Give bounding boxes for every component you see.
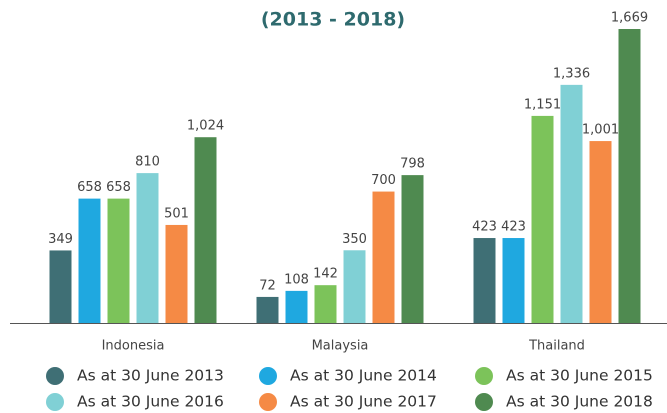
legend-label: As at 30 June 2013 xyxy=(77,367,224,385)
data-label: 810 xyxy=(135,155,160,170)
bar xyxy=(560,84,583,324)
data-label: 501 xyxy=(164,206,189,221)
legend-swatch xyxy=(259,393,277,411)
data-label: 658 xyxy=(106,180,131,195)
bar xyxy=(136,173,159,323)
bar xyxy=(531,115,554,323)
data-label: 1,024 xyxy=(187,119,224,134)
data-label: 1,669 xyxy=(611,11,648,26)
data-label: 1,336 xyxy=(553,66,590,81)
data-label: 108 xyxy=(284,272,309,287)
x-tick-label: Thailand xyxy=(528,339,585,354)
bar xyxy=(107,198,130,323)
bar xyxy=(343,250,366,323)
data-label: 72 xyxy=(259,278,276,293)
bar xyxy=(401,175,424,323)
data-label: 423 xyxy=(472,220,497,235)
data-label: 350 xyxy=(342,232,367,247)
legend-label: As at 30 June 2018 xyxy=(506,393,653,411)
legend-swatch xyxy=(46,367,64,385)
bar xyxy=(372,191,395,323)
legend-swatch xyxy=(46,393,64,411)
chart-title: (2013 - 2018) xyxy=(261,9,405,31)
data-label: 142 xyxy=(313,267,338,282)
bar xyxy=(165,224,188,323)
x-tick-label: Indonesia xyxy=(102,339,165,354)
bar xyxy=(589,141,612,323)
data-label: 1,151 xyxy=(524,97,561,112)
legend-label: As at 30 June 2017 xyxy=(290,393,437,411)
bar xyxy=(78,198,101,323)
bar xyxy=(194,137,217,323)
data-label: 349 xyxy=(48,232,73,247)
bar xyxy=(473,238,496,323)
legend-label: As at 30 June 2015 xyxy=(506,367,653,385)
legend-swatch xyxy=(259,367,277,385)
legend-swatch xyxy=(475,393,493,411)
data-label: 423 xyxy=(501,220,526,235)
bar xyxy=(618,29,641,323)
legend-label: As at 30 June 2016 xyxy=(77,393,224,411)
data-label: 798 xyxy=(400,157,425,172)
bar xyxy=(49,250,72,323)
legend-label: As at 30 June 2014 xyxy=(290,367,437,385)
data-label: 1,001 xyxy=(582,123,619,138)
bar xyxy=(502,238,525,323)
data-label: 658 xyxy=(77,180,102,195)
bar xyxy=(314,285,337,323)
x-tick-label: Malaysia xyxy=(312,339,369,354)
data-label: 700 xyxy=(371,173,396,188)
bar xyxy=(285,290,308,323)
legend-swatch xyxy=(475,367,493,385)
bar xyxy=(256,296,279,323)
